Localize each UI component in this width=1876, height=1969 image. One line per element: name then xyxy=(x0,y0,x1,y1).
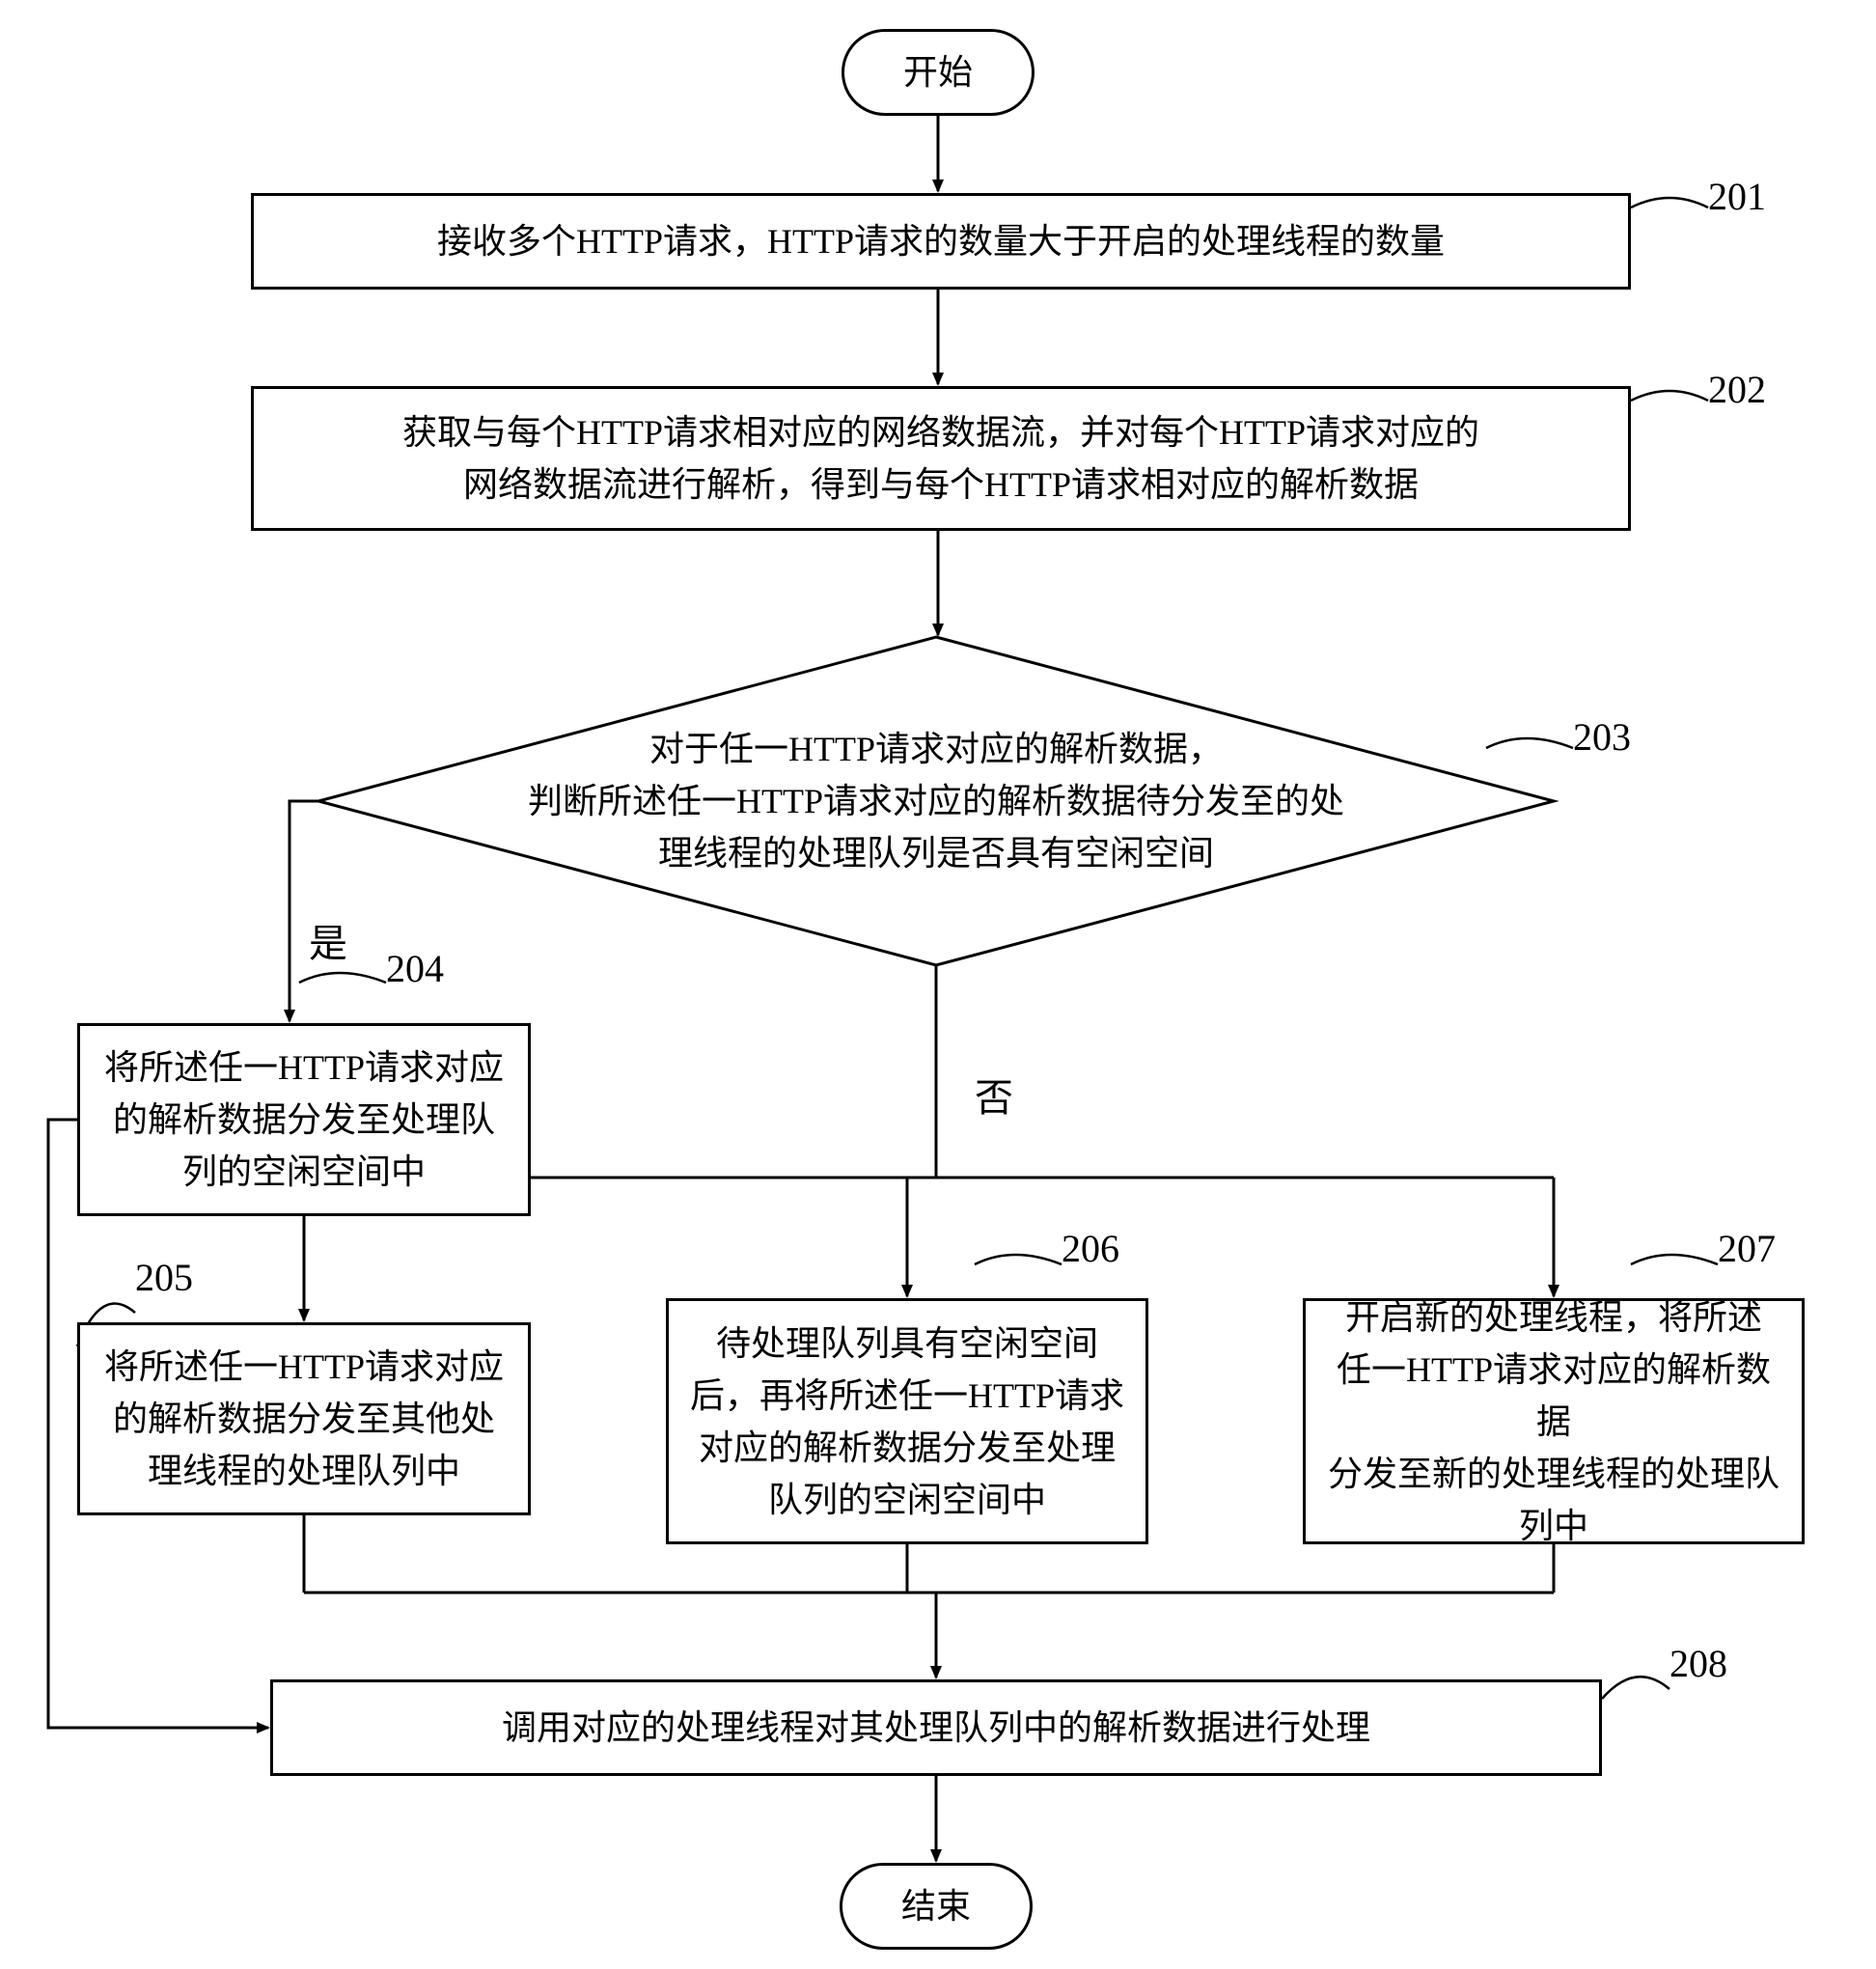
branch-no: 否 xyxy=(975,1067,1013,1123)
step-204-text: 将所述任一HTTP请求对应 的解析数据分发至处理队 列的空闲空间中 xyxy=(104,1041,504,1198)
step-202-text: 获取与每个HTTP请求相对应的网络数据流，并对每个HTTP请求对应的 网络数据流… xyxy=(402,406,1479,511)
step-205-text: 将所述任一HTTP请求对应 的解析数据分发至其他处 理线程的处理队列中 xyxy=(104,1341,504,1497)
start-label: 开始 xyxy=(903,46,973,98)
label-202: 202 xyxy=(1708,367,1766,412)
step-208: 调用对应的处理线程对其处理队列中的解析数据进行处理 xyxy=(270,1679,1602,1776)
end-terminal: 结束 xyxy=(840,1863,1033,1950)
label-207: 207 xyxy=(1718,1226,1776,1271)
label-201: 201 xyxy=(1708,174,1766,219)
step-207-text: 开启新的处理线程，将所述 任一HTTP请求对应的解析数据 分发至新的处理线程的处… xyxy=(1325,1291,1782,1552)
step-201-text: 接收多个HTTP请求，HTTP请求的数量大于开启的处理线程的数量 xyxy=(437,215,1445,267)
decision-203-text: 对于任一HTTP请求对应的解析数据， 判断所述任一HTTP请求对应的解析数据待分… xyxy=(318,723,1554,879)
label-204: 204 xyxy=(386,946,444,991)
flowchart-canvas: 开始 接收多个HTTP请求，HTTP请求的数量大于开启的处理线程的数量 获取与每… xyxy=(0,0,1876,1969)
label-208: 208 xyxy=(1669,1641,1727,1686)
decision-203: 对于任一HTTP请求对应的解析数据， 判断所述任一HTTP请求对应的解析数据待分… xyxy=(318,637,1554,965)
label-206: 206 xyxy=(1062,1226,1119,1271)
end-label: 结束 xyxy=(901,1880,971,1932)
step-208-text: 调用对应的处理线程对其处理队列中的解析数据进行处理 xyxy=(502,1702,1370,1754)
step-206-text: 待处理队列具有空闲空间 后，再将所述任一HTTP请求 对应的解析数据分发至处理 … xyxy=(690,1317,1124,1526)
label-203: 203 xyxy=(1573,714,1631,760)
step-204: 将所述任一HTTP请求对应 的解析数据分发至处理队 列的空闲空间中 xyxy=(77,1023,531,1216)
step-207: 开启新的处理线程，将所述 任一HTTP请求对应的解析数据 分发至新的处理线程的处… xyxy=(1303,1298,1805,1544)
step-206: 待处理队列具有空闲空间 后，再将所述任一HTTP请求 对应的解析数据分发至处理 … xyxy=(666,1298,1148,1544)
label-205: 205 xyxy=(135,1255,193,1300)
branch-yes: 是 xyxy=(309,912,347,968)
connectors-svg xyxy=(0,0,1876,1969)
start-terminal: 开始 xyxy=(841,29,1035,116)
step-202: 获取与每个HTTP请求相对应的网络数据流，并对每个HTTP请求对应的 网络数据流… xyxy=(251,386,1631,531)
step-205: 将所述任一HTTP请求对应 的解析数据分发至其他处 理线程的处理队列中 xyxy=(77,1322,531,1515)
step-201: 接收多个HTTP请求，HTTP请求的数量大于开启的处理线程的数量 xyxy=(251,193,1631,290)
